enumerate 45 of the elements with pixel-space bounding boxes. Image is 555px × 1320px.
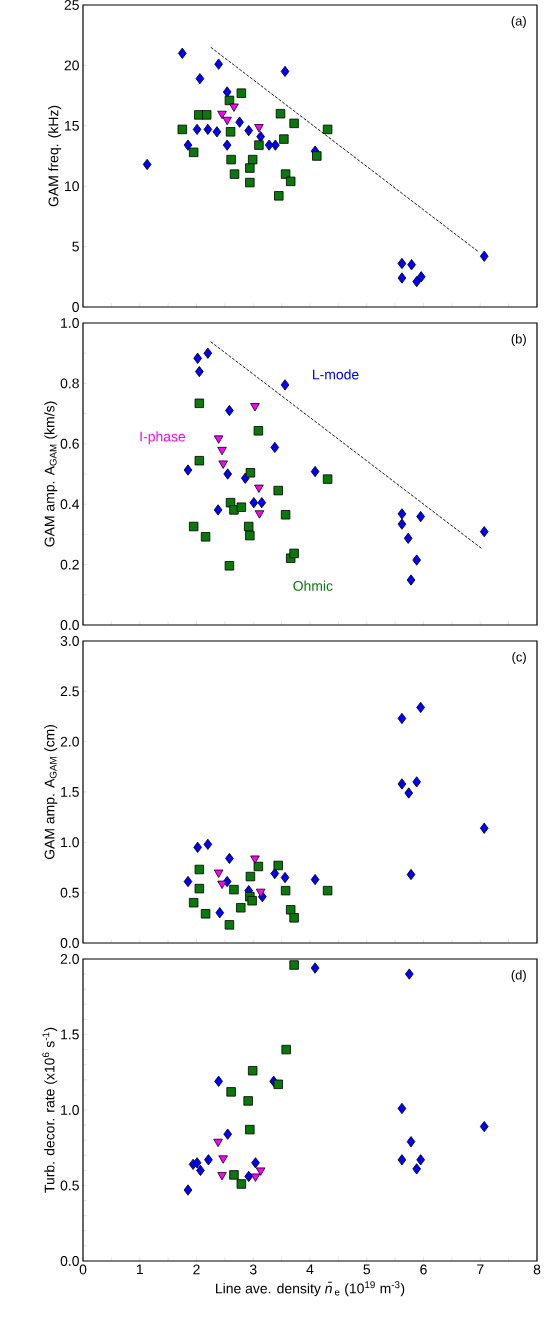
series-label: Ohmic xyxy=(293,580,333,591)
x-tick-label: 6 xyxy=(420,1264,427,1275)
text: I-phase xyxy=(140,431,186,445)
y-axis-title: Turb. decor. rate (x10$^{6}$ s$^{-1}$) xyxy=(42,1027,58,1193)
y-tick-label: 2.0 xyxy=(60,954,79,964)
y-tick-label: 25 xyxy=(64,0,79,10)
series-label: L-mode xyxy=(313,369,359,380)
x-tick-label: 7 xyxy=(477,1264,484,1275)
annotation: (c) xyxy=(512,652,526,665)
y-tick-label: 0.6 xyxy=(60,438,79,449)
y-tick-label: 5 xyxy=(72,241,79,252)
x-tick-label: 1 xyxy=(136,1264,143,1275)
x-tick-label: 2 xyxy=(193,1264,200,1275)
x-tick-label: 4 xyxy=(306,1264,314,1275)
y-tick-label: 0.0 xyxy=(60,620,79,630)
y-tick-label: 1.5 xyxy=(61,1029,79,1040)
x-tick-label: 0 xyxy=(79,1264,87,1275)
y-tick-label: 1.0 xyxy=(61,1105,79,1115)
y-tick-label: 2.5 xyxy=(60,686,79,697)
annotation: (a) xyxy=(511,16,526,29)
y-tick-label: 0 xyxy=(72,302,79,312)
y-tick-label: 20 xyxy=(64,60,79,71)
y-tick-label: 0.0 xyxy=(60,938,79,948)
y-tick-label: 1.0 xyxy=(61,837,79,848)
annotation: (d) xyxy=(511,970,526,983)
y-tick-label: 10 xyxy=(65,181,79,192)
x-tick-label: 8 xyxy=(533,1264,541,1275)
y-tick-label: 0.4 xyxy=(60,499,80,510)
y-axis-title: GAM amp. A$_{GAM}$ (km/s) xyxy=(44,401,58,547)
y-tick-label: 15 xyxy=(65,120,79,131)
y-tick-label: 0.2 xyxy=(60,559,79,570)
y-tick-label: 3.0 xyxy=(60,636,79,646)
y-tick-label: 1.0 xyxy=(61,318,79,328)
y-axis-title: GAM amp. A$_{GAM}$ (cm) xyxy=(44,725,58,860)
y-tick-label: 2.0 xyxy=(60,736,79,747)
x-tick-label: 5 xyxy=(363,1264,371,1275)
y-axis-title: GAM freq. (kHz) xyxy=(48,105,62,207)
y-tick-label: 0.0 xyxy=(60,1256,79,1266)
y-tick-label: 1.5 xyxy=(61,787,79,797)
x-tick-label: 3 xyxy=(249,1264,257,1275)
annotation: (b) xyxy=(511,334,526,347)
y-tick-label: 0.5 xyxy=(60,887,79,898)
y-tick-label: 0.5 xyxy=(60,1180,79,1191)
y-tick-label: 0.8 xyxy=(60,378,79,389)
x-axis-title: Line ave. density n̄$_{e}$ (10$^{19}$ m$^{-3}$) xyxy=(216,1281,405,1297)
